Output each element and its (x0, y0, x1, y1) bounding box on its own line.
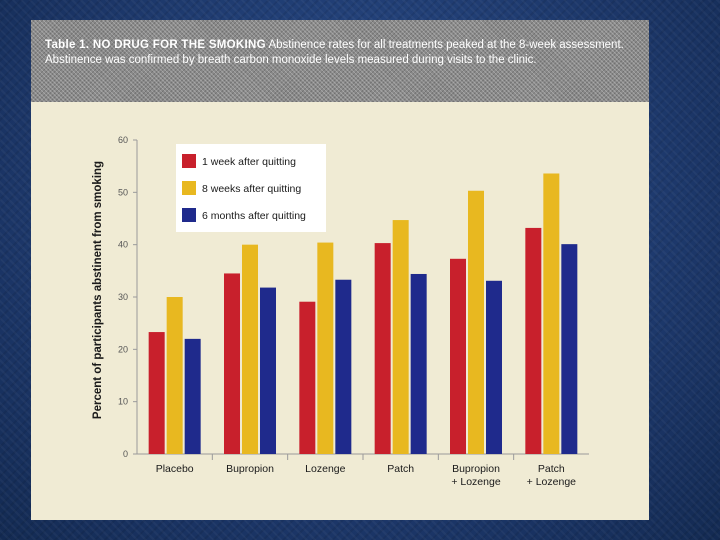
bar-8-weeks-1 (242, 244, 258, 454)
bar-1-week-3 (374, 243, 391, 454)
caption-text: Abstinence rates for all treatments peak… (45, 39, 624, 66)
bar-6-months-0 (184, 338, 201, 454)
category-label: Patch (387, 463, 414, 475)
y-axis-title: Percent of participants abstinent from s… (92, 161, 104, 419)
chart: Percent of participants abstinent from s… (92, 135, 589, 488)
legend-label-8-weeks: 8 weeks after quitting (202, 183, 301, 195)
bar-1-week-4 (450, 258, 466, 454)
bar-1-week-5 (525, 227, 542, 454)
y-tick-label: 30 (118, 292, 128, 302)
y-tick-label: 60 (118, 135, 128, 145)
category-label: Lozenge (305, 463, 345, 475)
legend-label-1-week: 1 week after quitting (202, 156, 296, 168)
axis-layer: 0 10 20 30 40 50 60 Placebo Bupropion Lozenge Patc… (118, 135, 589, 488)
bar-8-weeks-3 (392, 220, 409, 454)
legend-swatch-8-weeks (182, 181, 196, 195)
caption-lead: Table 1. NO DRUG FOR THE SMOKING (45, 39, 266, 51)
y-tick-label: 40 (118, 240, 128, 250)
bar-8-weeks-4 (468, 190, 484, 454)
bar-layer (148, 173, 578, 454)
y-tick-label: 0 (123, 449, 128, 459)
bar-1-week-0 (148, 332, 165, 454)
bar-8-weeks-5 (543, 173, 560, 454)
bar-8-weeks-2 (317, 242, 334, 454)
category-label: Patch (538, 463, 565, 475)
legend-label-6-months: 6 months after quitting (202, 210, 306, 222)
category-label: + Lozenge (527, 476, 576, 488)
bar-1-week-2 (299, 301, 316, 454)
legend-box (176, 144, 326, 232)
category-label: + Lozenge (451, 476, 500, 488)
bar-6-months-5 (561, 244, 578, 454)
bar-6-months-1 (260, 287, 276, 454)
bar-8-weeks-0 (166, 297, 183, 454)
category-label: Placebo (156, 463, 194, 475)
legend-swatch-1-week (182, 154, 196, 168)
category-label: Bupropion (452, 463, 500, 475)
category-label: Bupropion (226, 463, 274, 475)
bar-6-months-2 (335, 279, 352, 454)
slide: Percent of participants abstinent from s… (31, 20, 649, 520)
bar-6-months-3 (410, 273, 427, 454)
y-tick-label: 20 (118, 344, 128, 354)
caption-band: Table 1. NO DRUG FOR THE SMOKING Abstine… (31, 20, 649, 102)
bar-6-months-4 (486, 280, 502, 454)
y-tick-label: 50 (118, 187, 128, 197)
y-tick-label: 10 (118, 397, 128, 407)
bar-1-week-1 (224, 273, 240, 454)
legend: 1 week after quitting 8 weeks after quitt… (176, 144, 326, 232)
legend-swatch-6-months (182, 208, 196, 222)
